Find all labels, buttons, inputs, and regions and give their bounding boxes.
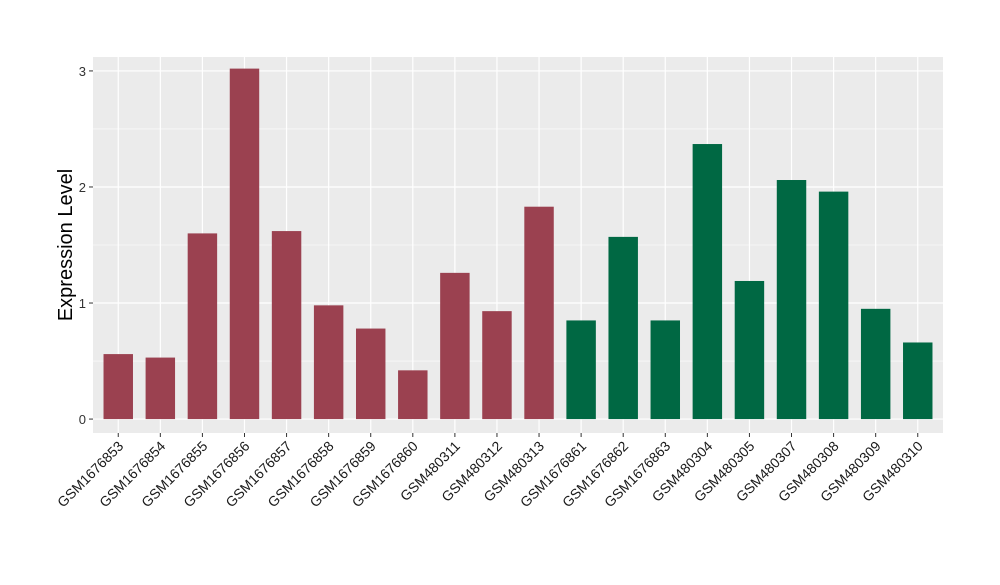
bar-GSM1676859	[355, 328, 386, 420]
bar-GSM1676858	[313, 305, 344, 420]
bar-GSM1676855	[187, 233, 218, 420]
bar-GSM480307	[776, 180, 807, 420]
y-tick-label: 3	[79, 64, 86, 79]
bar-GSM480305	[734, 280, 765, 420]
bar-GSM480312	[482, 311, 512, 420]
y-axis: 0 1 2 3	[79, 64, 93, 427]
bar-GSM480311	[440, 272, 470, 420]
bar-GSM1676853	[103, 354, 133, 420]
bar-GSM1676862	[608, 236, 638, 420]
bar-GSM1676863	[650, 320, 681, 420]
bars	[103, 68, 933, 420]
y-tick-label: 1	[79, 296, 86, 311]
y-axis-title: Expression Level	[55, 169, 77, 321]
x-axis: GSM1676853GSM1676854GSM1676855GSM1676856…	[54, 433, 926, 510]
y-tick-label: 0	[79, 412, 86, 427]
bar-GSM1676857	[271, 231, 302, 420]
y-tick-label: 2	[79, 180, 86, 195]
bar-GSM1676854	[145, 357, 176, 420]
bar-GSM480309	[860, 308, 891, 420]
bar-GSM480313	[524, 206, 554, 420]
bar-GSM480308	[818, 191, 849, 420]
bar-GSM480310	[903, 342, 933, 420]
bar-GSM1676861	[566, 320, 596, 420]
bar-GSM1676856	[229, 68, 260, 420]
bar-GSM1676860	[398, 370, 428, 420]
bar-GSM480304	[692, 144, 723, 420]
